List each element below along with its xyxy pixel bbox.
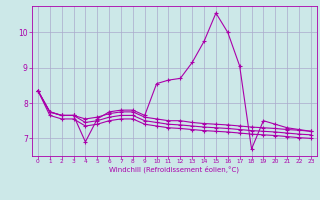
X-axis label: Windchill (Refroidissement éolien,°C): Windchill (Refroidissement éolien,°C) — [109, 166, 239, 173]
